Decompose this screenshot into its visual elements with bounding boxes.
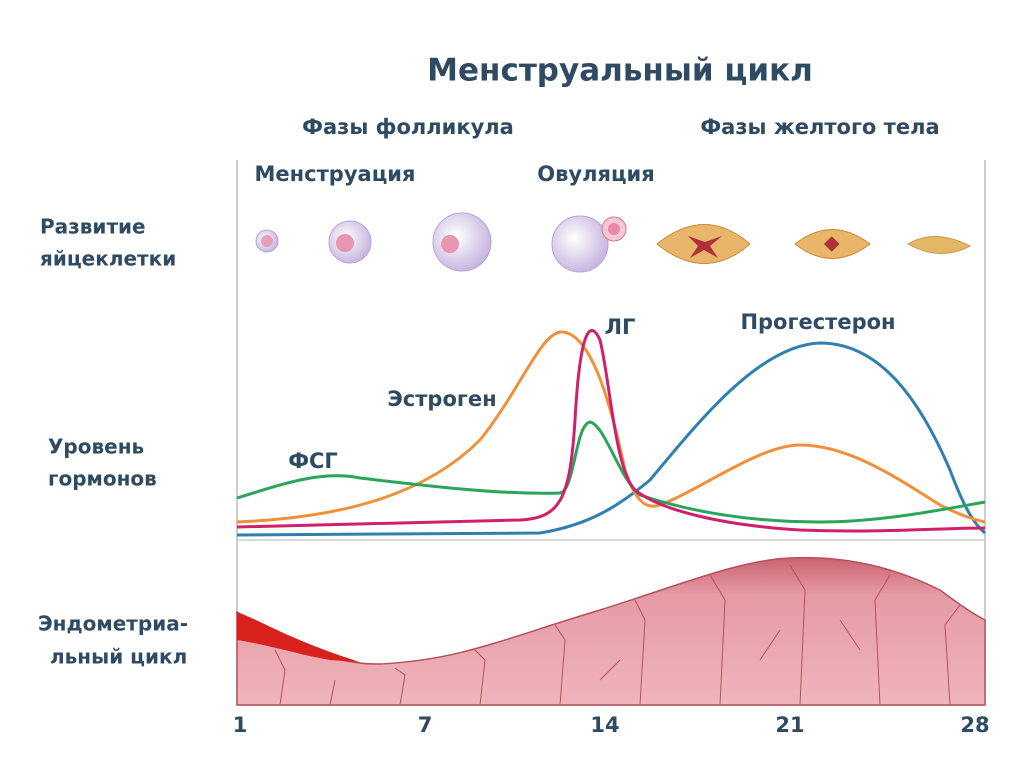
phase-label: Фазы фолликула (302, 115, 514, 139)
row-label: яйцеклетки (40, 247, 176, 271)
eggs (255, 212, 972, 273)
title: Менструальный цикл (427, 53, 813, 89)
stage-label: Овуляция (537, 162, 654, 186)
hormone-curves (236, 329, 986, 537)
day-label: 14 (590, 713, 619, 737)
row-label: гормонов (48, 467, 157, 491)
stage-label: Менструация (255, 162, 416, 186)
row-label: Уровень (48, 435, 144, 459)
day-label: 7 (418, 713, 433, 737)
day-label: 1 (233, 713, 248, 737)
row-label: льный цикл (50, 645, 187, 669)
day-axis: 1 7 14 21 28 (233, 713, 990, 737)
row-label: Эндометриа- (38, 612, 188, 636)
hormone-label: Прогестерон (740, 310, 895, 334)
hormone-label: ЛГ (605, 315, 636, 339)
phase-label: Фазы желтого тела (700, 115, 939, 139)
hormone-label: ФСГ (288, 449, 338, 473)
endometrium (236, 556, 986, 706)
day-label: 21 (775, 713, 804, 737)
hormone-label: Эстроген (387, 387, 496, 411)
day-label: 28 (960, 713, 989, 737)
row-label: Развитие (40, 215, 146, 239)
